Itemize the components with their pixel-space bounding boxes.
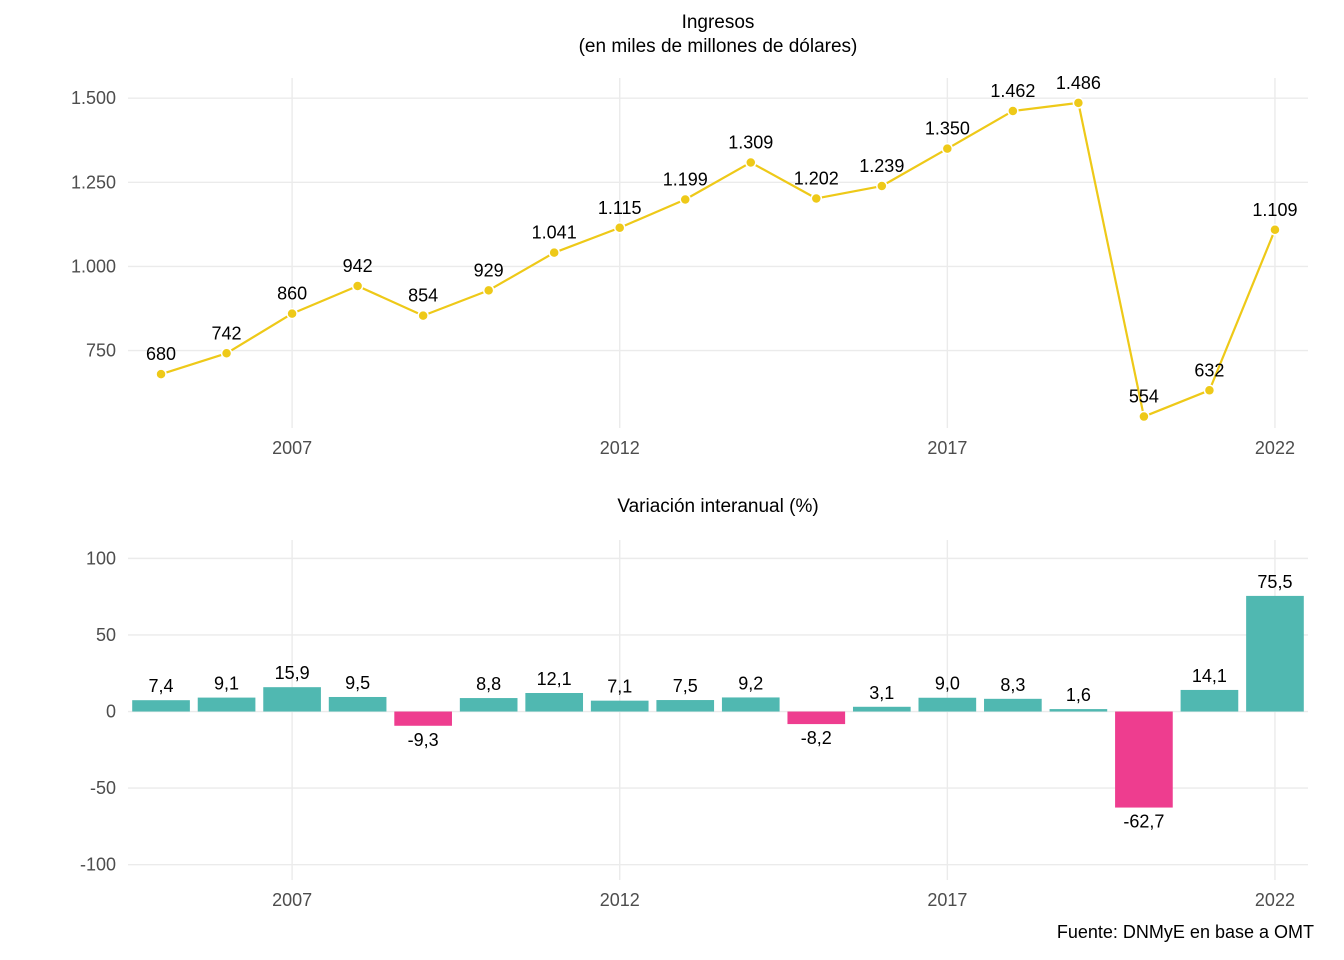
revenue-point-label: 632 bbox=[1194, 360, 1224, 380]
revenue-point bbox=[549, 248, 559, 258]
revenue-point bbox=[942, 144, 952, 154]
revenue-point bbox=[877, 181, 887, 191]
revenue-point-label: 1.199 bbox=[663, 169, 708, 189]
revenue-point-label: 1.041 bbox=[532, 223, 577, 243]
variation-bar bbox=[722, 697, 780, 711]
top-xtick-label: 2007 bbox=[272, 438, 312, 458]
chart-container: Ingresos (en miles de millones de dólares… bbox=[0, 0, 1344, 960]
variation-bar-label: 9,0 bbox=[935, 674, 960, 694]
revenue-point-label: 942 bbox=[343, 256, 373, 276]
bottom-ytick-label: 100 bbox=[86, 548, 116, 568]
variation-bar bbox=[591, 701, 649, 712]
bottom-chart-title: Variación interanual (%) bbox=[617, 496, 818, 517]
revenue-point bbox=[1204, 385, 1214, 395]
variation-bar bbox=[132, 700, 190, 711]
revenue-point bbox=[287, 309, 297, 319]
revenue-point bbox=[418, 311, 428, 321]
revenue-point bbox=[680, 194, 690, 204]
revenue-point-label: 1.350 bbox=[925, 119, 970, 139]
revenue-point-label: 680 bbox=[146, 344, 176, 364]
variation-bar-label: 1,6 bbox=[1066, 685, 1091, 705]
variation-bar-label: 15,9 bbox=[275, 663, 310, 683]
bottom-xtick-label: 2007 bbox=[272, 890, 312, 910]
revenue-point bbox=[746, 157, 756, 167]
revenue-point bbox=[353, 281, 363, 291]
revenue-point bbox=[1270, 225, 1280, 235]
chart-svg: Ingresos (en miles de millones de dólares… bbox=[0, 0, 1344, 960]
top-xtick-label: 2022 bbox=[1255, 438, 1295, 458]
variation-bar-label: 8,8 bbox=[476, 674, 501, 694]
revenue-point-label: 929 bbox=[474, 260, 504, 280]
revenue-point-label: 860 bbox=[277, 284, 307, 304]
revenue-point-label: 554 bbox=[1129, 387, 1159, 407]
variation-bar-label: 9,5 bbox=[345, 673, 370, 693]
revenue-point-label: 854 bbox=[408, 286, 438, 306]
variation-bar-label: 9,2 bbox=[738, 673, 763, 693]
revenue-point bbox=[1139, 412, 1149, 422]
variation-bar bbox=[1246, 596, 1304, 712]
revenue-point bbox=[811, 193, 821, 203]
variation-bar bbox=[1050, 709, 1108, 711]
revenue-point-label: 1.486 bbox=[1056, 73, 1101, 93]
top-panel-bg bbox=[128, 78, 1308, 428]
variation-bar bbox=[460, 698, 518, 711]
top-xtick-label: 2012 bbox=[600, 438, 640, 458]
variation-bar bbox=[853, 707, 911, 712]
variation-bar-label: -9,3 bbox=[408, 730, 439, 750]
top-ytick-label: 1.500 bbox=[71, 88, 116, 108]
top-ytick-label: 1.000 bbox=[71, 256, 116, 276]
bottom-ytick-label: -50 bbox=[90, 778, 116, 798]
bottom-xtick-label: 2022 bbox=[1255, 890, 1295, 910]
revenue-point-label: 1.115 bbox=[598, 198, 642, 218]
variation-bar-label: 7,5 bbox=[673, 676, 698, 696]
variation-bar bbox=[656, 700, 714, 711]
top-xtick-label: 2017 bbox=[927, 438, 967, 458]
revenue-point bbox=[1008, 106, 1018, 116]
variation-bar-label: 7,1 bbox=[607, 677, 632, 697]
variation-bar-label: -8,2 bbox=[801, 728, 832, 748]
variation-bar bbox=[1115, 712, 1173, 808]
source-caption: Fuente: DNMyE en base a OMT bbox=[1057, 922, 1314, 942]
revenue-point-label: 742 bbox=[212, 323, 242, 343]
revenue-point-label: 1.109 bbox=[1252, 200, 1297, 220]
variation-bar-label: 12,1 bbox=[537, 669, 572, 689]
variation-bar bbox=[984, 699, 1042, 712]
variation-bar bbox=[919, 698, 977, 712]
variation-bar bbox=[525, 693, 583, 712]
variation-bar bbox=[198, 698, 256, 712]
variation-bar-label: -62,7 bbox=[1123, 812, 1164, 832]
variation-bar-label: 14,1 bbox=[1192, 666, 1227, 686]
variation-bar-label: 75,5 bbox=[1257, 572, 1292, 592]
variation-bar-label: 8,3 bbox=[1000, 675, 1025, 695]
bottom-xtick-label: 2017 bbox=[927, 890, 967, 910]
variation-bar-label: 9,1 bbox=[214, 674, 239, 694]
revenue-point-label: 1.309 bbox=[728, 132, 773, 152]
revenue-point bbox=[484, 285, 494, 295]
variation-bar bbox=[329, 697, 387, 712]
variation-bar-label: 7,4 bbox=[149, 676, 174, 696]
variation-bar bbox=[263, 687, 321, 711]
bottom-ytick-label: 50 bbox=[96, 625, 116, 645]
top-ytick-label: 750 bbox=[86, 341, 116, 361]
top-chart-title-line1: Ingresos bbox=[682, 12, 755, 33]
revenue-point bbox=[615, 223, 625, 233]
revenue-point bbox=[222, 348, 232, 358]
bottom-ytick-label: 0 bbox=[106, 702, 116, 722]
revenue-point-label: 1.202 bbox=[794, 168, 839, 188]
bottom-xtick-label: 2012 bbox=[600, 890, 640, 910]
bottom-ytick-label: -100 bbox=[80, 855, 116, 875]
top-ytick-label: 1.250 bbox=[71, 172, 116, 192]
variation-bar bbox=[1181, 690, 1239, 712]
variation-bar bbox=[787, 712, 845, 725]
revenue-point bbox=[156, 369, 166, 379]
variation-bar bbox=[394, 712, 452, 726]
revenue-point-label: 1.462 bbox=[990, 81, 1035, 101]
revenue-point-label: 1.239 bbox=[859, 156, 904, 176]
top-chart-title-line2: (en miles de millones de dólares) bbox=[579, 36, 858, 57]
variation-bar-label: 3,1 bbox=[869, 683, 894, 703]
revenue-point bbox=[1073, 98, 1083, 108]
